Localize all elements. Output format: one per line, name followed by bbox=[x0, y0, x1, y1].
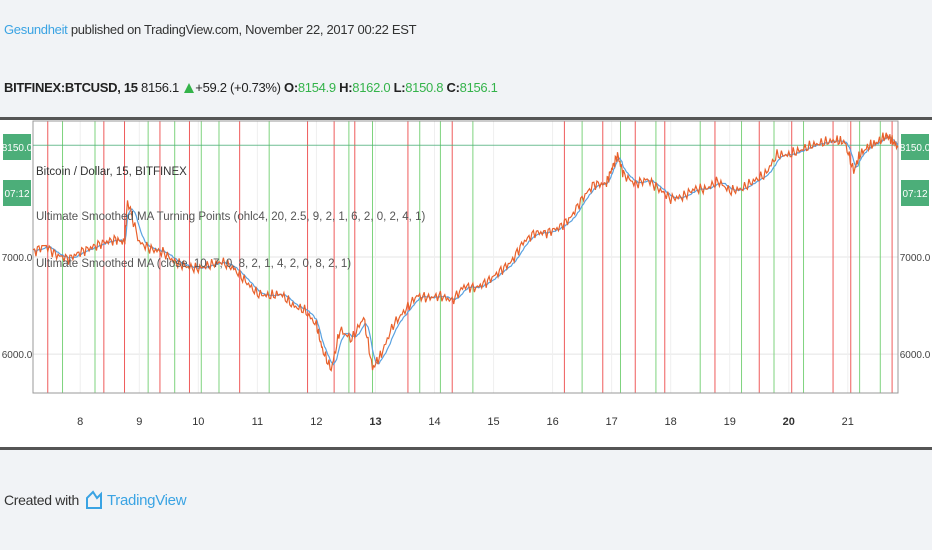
x-tick-label: 11 bbox=[252, 416, 263, 428]
x-tick-label: 21 bbox=[842, 416, 854, 428]
x-tick-label: 16 bbox=[546, 416, 558, 428]
x-tick-label: 13 bbox=[369, 416, 381, 428]
series-layer bbox=[32, 132, 899, 372]
x-tick-label: 10 bbox=[192, 416, 204, 428]
axis-layer: 8 9 10 11 12 13 14 15 16 17 18 19 20 21 7000.0 7000.0 60… bbox=[2, 253, 931, 428]
left-price-tag-bg bbox=[3, 134, 31, 160]
publication-info: Gesundheit published on TradingView.com,… bbox=[4, 22, 417, 37]
y-tick-label-left: 7000.0 bbox=[2, 253, 33, 264]
chart-bottom-border bbox=[0, 447, 932, 450]
turning-point-markers bbox=[47, 121, 893, 393]
high-label: H: bbox=[339, 80, 353, 95]
published-text: published on TradingView.com, November 2… bbox=[70, 22, 417, 37]
y-tick-label-right: 7000.0 bbox=[900, 253, 931, 264]
author-link[interactable]: Gesundheit bbox=[4, 22, 68, 37]
chart-frame[interactable]: 8 9 10 11 12 13 14 15 16 17 18 19 20 21 7000.0 7000.0 60… bbox=[0, 117, 932, 450]
ticker-info: BITFINEX:BTCUSD, 15 8156.1 +59.2 (+0.73%… bbox=[4, 80, 498, 95]
footer: Created with TradingView bbox=[4, 490, 187, 510]
close-label: C: bbox=[446, 80, 460, 95]
grid-layer bbox=[33, 121, 898, 393]
low-label: L: bbox=[393, 80, 406, 95]
x-tick-label: 20 bbox=[783, 416, 795, 428]
left-time-tag: 07:12 bbox=[4, 189, 29, 200]
right-time-tag-bg bbox=[901, 180, 929, 206]
low-value: 8150.8 bbox=[405, 80, 444, 95]
open-value: 8154.9 bbox=[297, 80, 336, 95]
y-tick-label-left: 6000.0 bbox=[2, 350, 33, 361]
tradingview-brand[interactable]: TradingView bbox=[107, 491, 187, 509]
right-price-tag: 8150.0 bbox=[900, 143, 931, 154]
legend: Bitcoin / Dollar, 15, BITFINEX Ultimate … bbox=[36, 166, 425, 270]
right-time-tag: 07:12 bbox=[902, 189, 927, 200]
price-chart[interactable]: 8 9 10 11 12 13 14 15 16 17 18 19 20 21 7000.0 7000.0 60… bbox=[0, 117, 932, 450]
price-change: +59.2 (+0.73%) bbox=[195, 80, 281, 95]
price-tags: 8150.0 07:12 8150.0 07:12 bbox=[2, 134, 931, 206]
right-price-tag-bg bbox=[901, 134, 929, 160]
x-tick-label: 15 bbox=[487, 416, 499, 428]
legend-title: Bitcoin / Dollar, 15, BITFINEX bbox=[36, 166, 187, 178]
price-line bbox=[32, 132, 899, 372]
up-arrow-icon bbox=[184, 83, 195, 93]
x-tick-label: 8 bbox=[77, 416, 83, 428]
legend-indicator-2: Ultimate Smoothed MA (close, 10, 7, 0, 8… bbox=[36, 258, 351, 270]
y-tick-label-right: 6000.0 bbox=[900, 350, 931, 361]
legend-indicator-1: Ultimate Smoothed MA Turning Points (ohl… bbox=[36, 211, 425, 223]
x-tick-label: 12 bbox=[310, 416, 322, 428]
created-with-text: Created with bbox=[4, 492, 79, 508]
symbol-label: BITFINEX:BTCUSD, 15 bbox=[4, 80, 138, 95]
x-tick-label: 14 bbox=[428, 416, 440, 428]
chart-top-border bbox=[0, 117, 932, 120]
plot-area-border bbox=[32, 120, 899, 394]
left-time-tag-bg bbox=[3, 180, 31, 206]
high-value: 8162.0 bbox=[352, 80, 391, 95]
last-price: 8156.1 bbox=[141, 80, 179, 95]
open-label: O: bbox=[284, 80, 298, 95]
x-tick-label: 17 bbox=[606, 416, 618, 428]
tradingview-logo-icon[interactable] bbox=[85, 490, 103, 510]
x-tick-label: 19 bbox=[724, 416, 736, 428]
x-tick-label: 18 bbox=[665, 416, 677, 428]
close-value: 8156.1 bbox=[459, 80, 498, 95]
left-price-tag: 8150.0 bbox=[2, 143, 33, 154]
x-tick-label: 9 bbox=[136, 416, 142, 428]
